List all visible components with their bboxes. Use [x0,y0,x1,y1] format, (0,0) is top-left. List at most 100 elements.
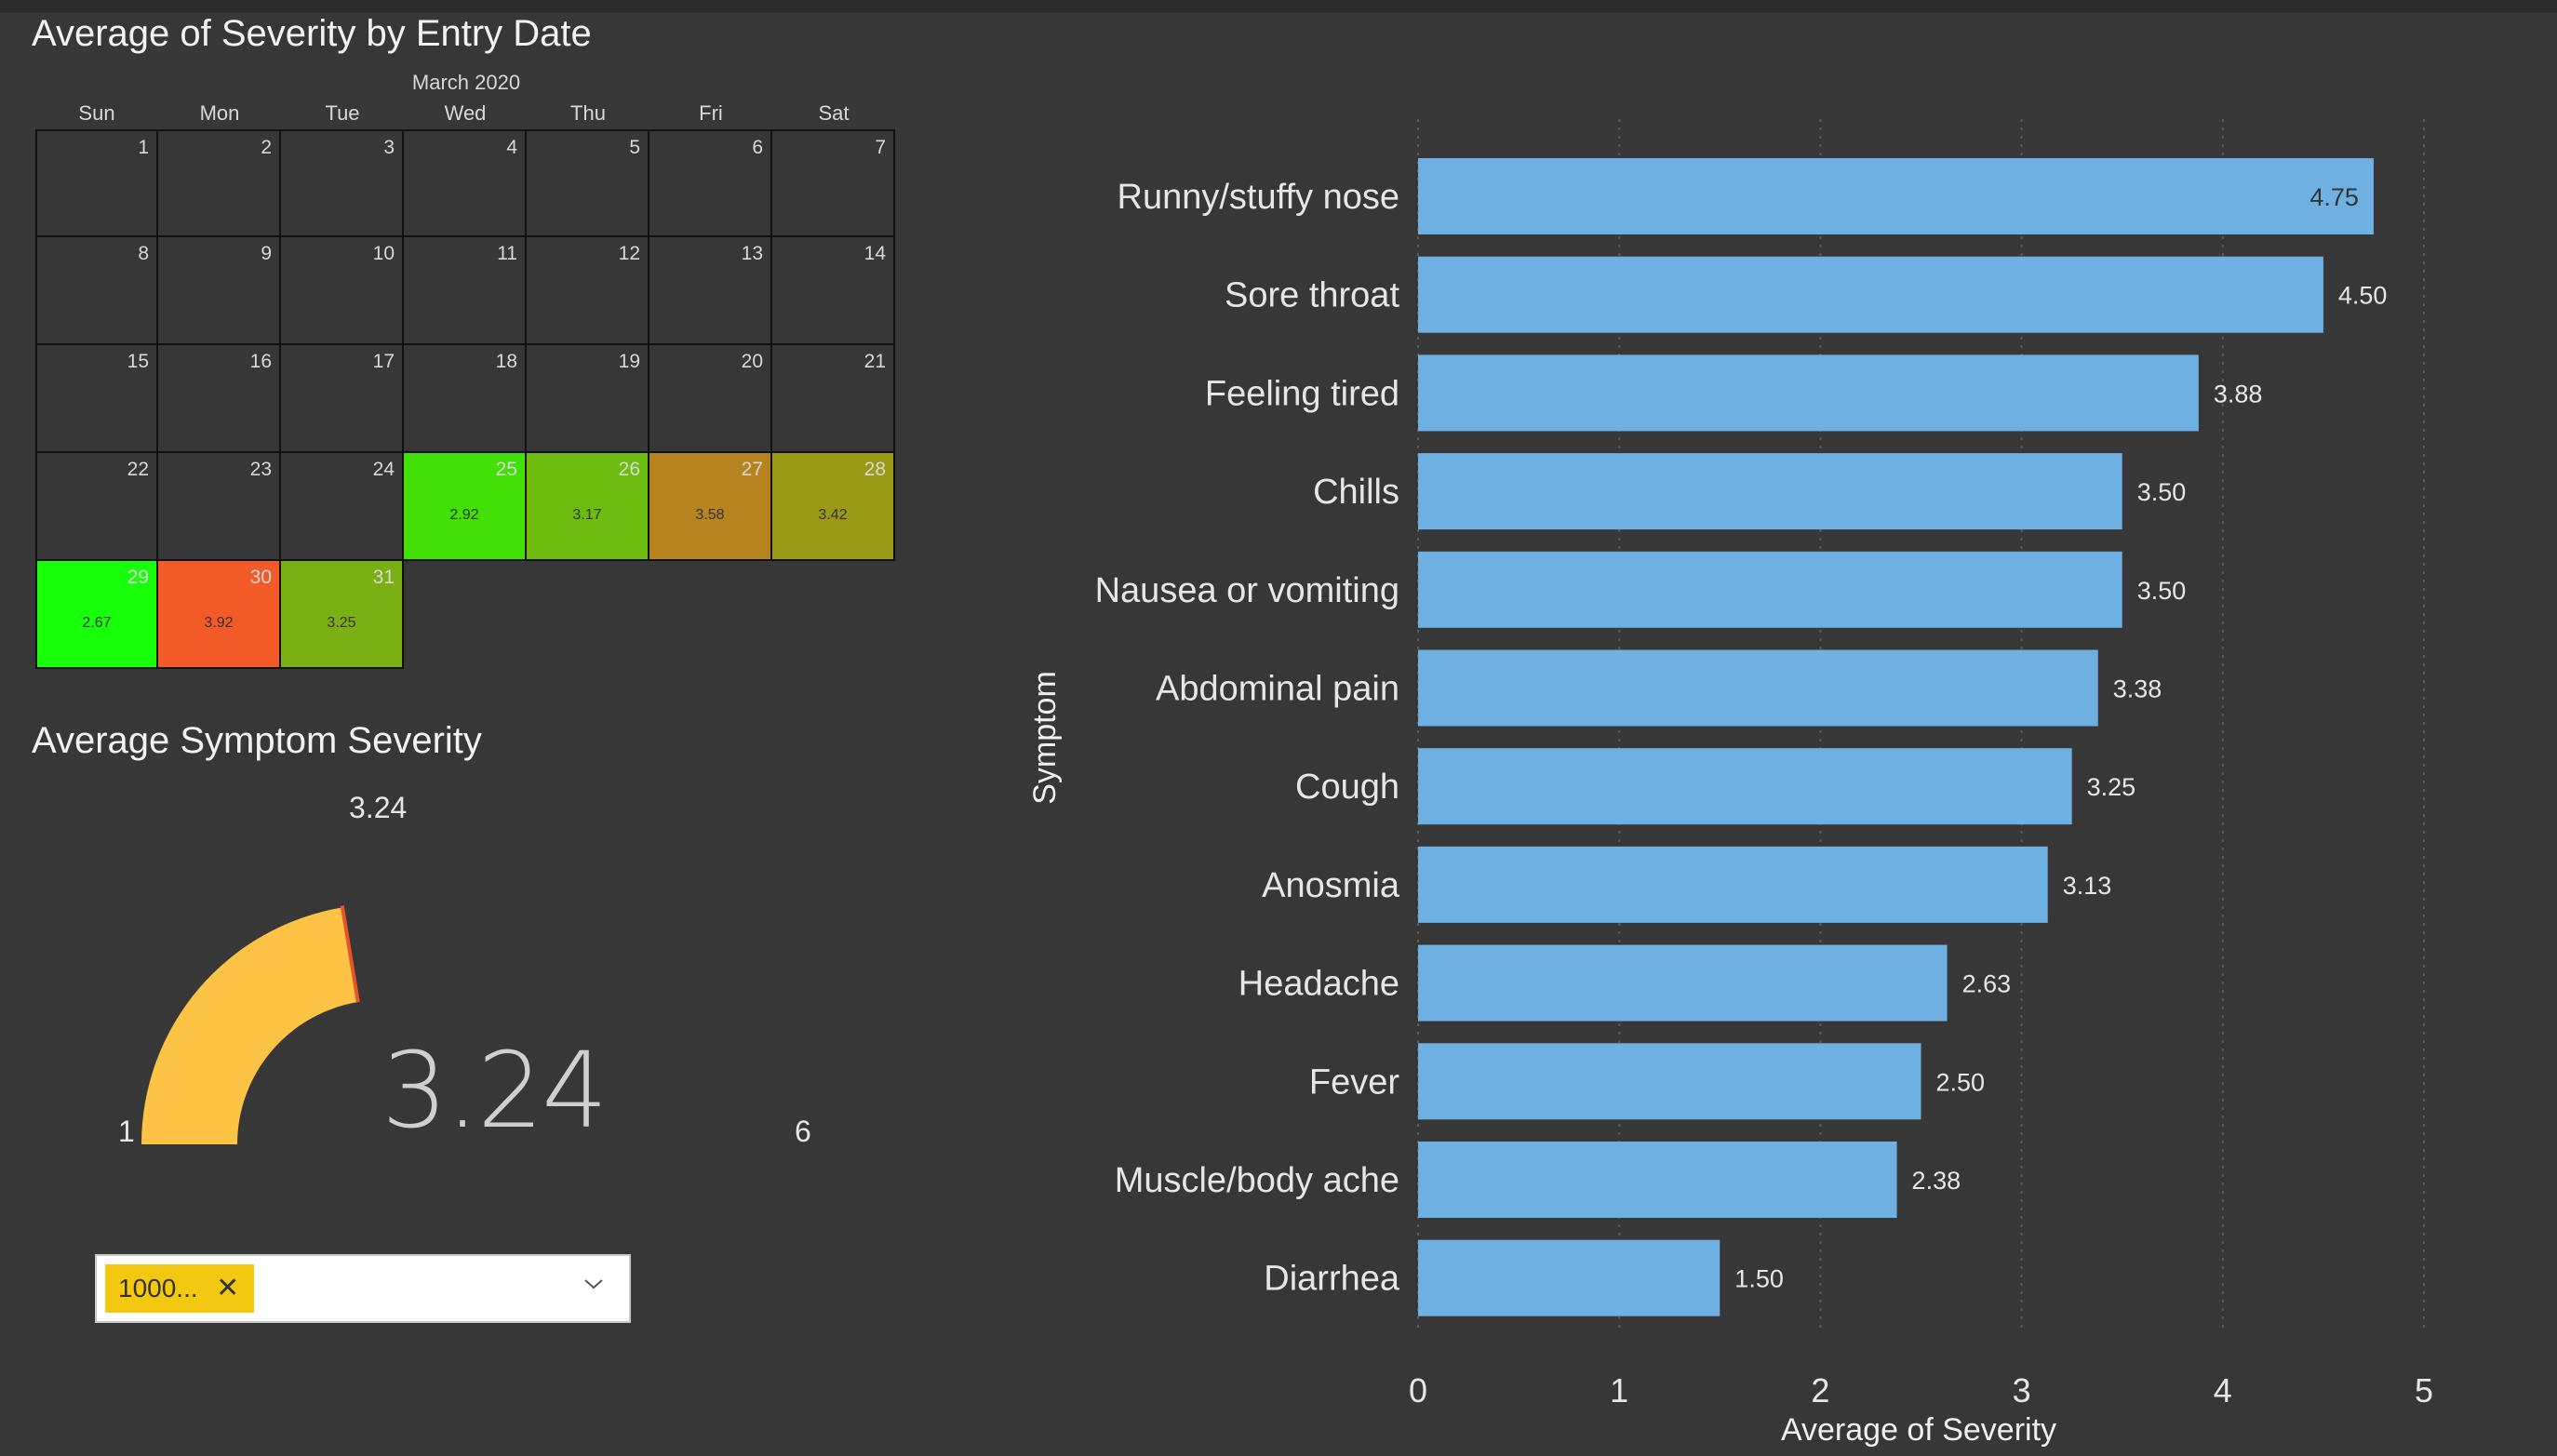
category-label: Feeling tired [1205,374,1399,413]
day-average-value: 3.58 [695,507,725,523]
day-number: 7 [875,137,886,158]
bar[interactable] [1418,1043,1921,1120]
bar[interactable] [1418,846,2048,923]
calendar-day-cell[interactable]: 29 2.67 [35,561,158,669]
close-icon[interactable]: ✕ [216,1273,240,1303]
calendar-day-cell[interactable]: 25 2.92 [404,453,527,561]
gauge-max-label: 6 [795,1115,811,1148]
calendar-day-cell[interactable]: 3 [281,129,404,237]
calendar-day-cell[interactable]: 6 [649,129,772,237]
x-tick-label: 0 [1409,1371,1427,1409]
day-number: 18 [495,351,517,372]
x-tick-label: 4 [2214,1371,2232,1409]
day-number: 19 [618,351,640,372]
day-number: 29 [127,567,149,588]
day-number: 24 [372,459,395,480]
calendar-day-cell[interactable]: 1 [35,129,158,237]
day-number: 16 [249,351,272,372]
day-number: 17 [372,351,395,372]
calendar-day-cell[interactable]: 17 [281,345,404,453]
severity-gauge[interactable]: 3.24 3.24 1 6 [0,791,930,1182]
category-label: Diarrhea [1264,1260,1400,1299]
bar[interactable] [1418,453,2122,530]
data-label: 2.63 [1962,970,2012,998]
report-top-bar [0,0,2557,13]
day-number: 4 [506,137,517,158]
bar[interactable] [1418,256,2323,333]
calendar-day-cell[interactable]: 4 [404,129,527,237]
calendar-day-cell[interactable]: 26 3.17 [527,453,649,561]
calendar-day-cell[interactable]: 18 [404,345,527,453]
day-number: 21 [863,351,886,372]
calendar-month-label: March 2020 [411,71,521,94]
day-average-value: 3.17 [572,507,602,523]
calendar-day-cell[interactable]: 30 3.92 [158,561,281,669]
calendar-day-cell[interactable]: 23 [158,453,281,561]
category-label: Muscle/body ache [1115,1161,1399,1200]
calendar-day-cell[interactable]: 8 [35,237,158,345]
bar[interactable] [1418,748,2072,825]
day-number: 14 [863,243,886,264]
day-number: 26 [618,459,640,480]
selected-filter-chip[interactable]: 1000... ✕ [105,1264,254,1313]
bar[interactable] [1418,944,1948,1022]
x-tick-label: 3 [2013,1371,2031,1409]
day-number: 8 [138,243,149,264]
x-tick-label: 2 [1811,1371,1829,1409]
calendar-day-cell[interactable]: 22 [35,453,158,561]
calendar-day-cell[interactable]: 31 3.25 [281,561,404,669]
weekday-wed: Wed [444,101,487,125]
day-number: 22 [127,459,149,480]
data-label: 3.50 [2137,577,2187,605]
calendar-day-cell[interactable]: 14 [772,237,895,345]
weekday-tue: Tue [325,101,360,125]
gauge-title: Average Symptom Severity [32,720,482,761]
bar[interactable] [1418,354,2199,432]
x-tick-label: 5 [2415,1371,2433,1409]
day-average-value: 2.67 [82,615,112,631]
gauge-fill-arc [141,907,358,1144]
id-slicer-dropdown[interactable]: 1000... ✕ [95,1254,631,1323]
day-average-value: 3.92 [204,615,234,631]
gauge-target-marker [340,905,360,1003]
calendar-day-cell[interactable]: 11 [404,237,527,345]
day-number: 6 [752,137,763,158]
calendar-day-cell[interactable]: 12 [527,237,649,345]
calendar-day-cell[interactable]: 7 [772,129,895,237]
category-label: Chills [1313,473,1399,512]
data-label: 2.38 [1912,1167,1961,1195]
calendar-day-cell[interactable]: 28 3.42 [772,453,895,561]
category-label: Nausea or vomiting [1095,571,1399,610]
data-label: 4.75 [2309,183,2359,211]
gauge-svg [141,905,360,1144]
calendar-day-cell[interactable]: 24 [281,453,404,561]
weekday-sun: Sun [78,101,115,125]
calendar-day-cell[interactable]: 5 [527,129,649,237]
weekday-sat: Sat [818,101,850,125]
calendar-day-cell[interactable]: 21 [772,345,895,453]
bar[interactable] [1418,158,2374,234]
day-number: 10 [372,243,395,264]
chevron-down-icon[interactable] [584,1275,603,1293]
gauge-min-label: 1 [118,1115,135,1148]
chart-category-labels: Runny/stuffy nose Sore throat Feeling tire… [1095,178,1400,1299]
calendar-day-cell[interactable]: 27 3.58 [649,453,772,561]
calendar-day-cell[interactable]: 15 [35,345,158,453]
weekday-thu: Thu [570,101,606,125]
calendar-day-cell[interactable]: 9 [158,237,281,345]
x-tick-label: 1 [1610,1371,1628,1409]
bar[interactable] [1418,1142,1897,1218]
category-label: Anosmia [1262,866,1400,905]
bar[interactable] [1418,1239,1720,1316]
calendar-day-cell[interactable]: 20 [649,345,772,453]
calendar-day-cell[interactable]: 2 [158,129,281,237]
calendar-day-cell[interactable]: 16 [158,345,281,453]
bar[interactable] [1418,649,2098,727]
bar[interactable] [1418,551,2122,628]
weekday-mon: Mon [199,101,240,125]
calendar-day-cell[interactable]: 10 [281,237,404,345]
day-number: 25 [495,459,517,480]
calendar-day-cell[interactable]: 19 [527,345,649,453]
calendar-day-cell[interactable]: 13 [649,237,772,345]
day-number: 31 [372,567,395,588]
